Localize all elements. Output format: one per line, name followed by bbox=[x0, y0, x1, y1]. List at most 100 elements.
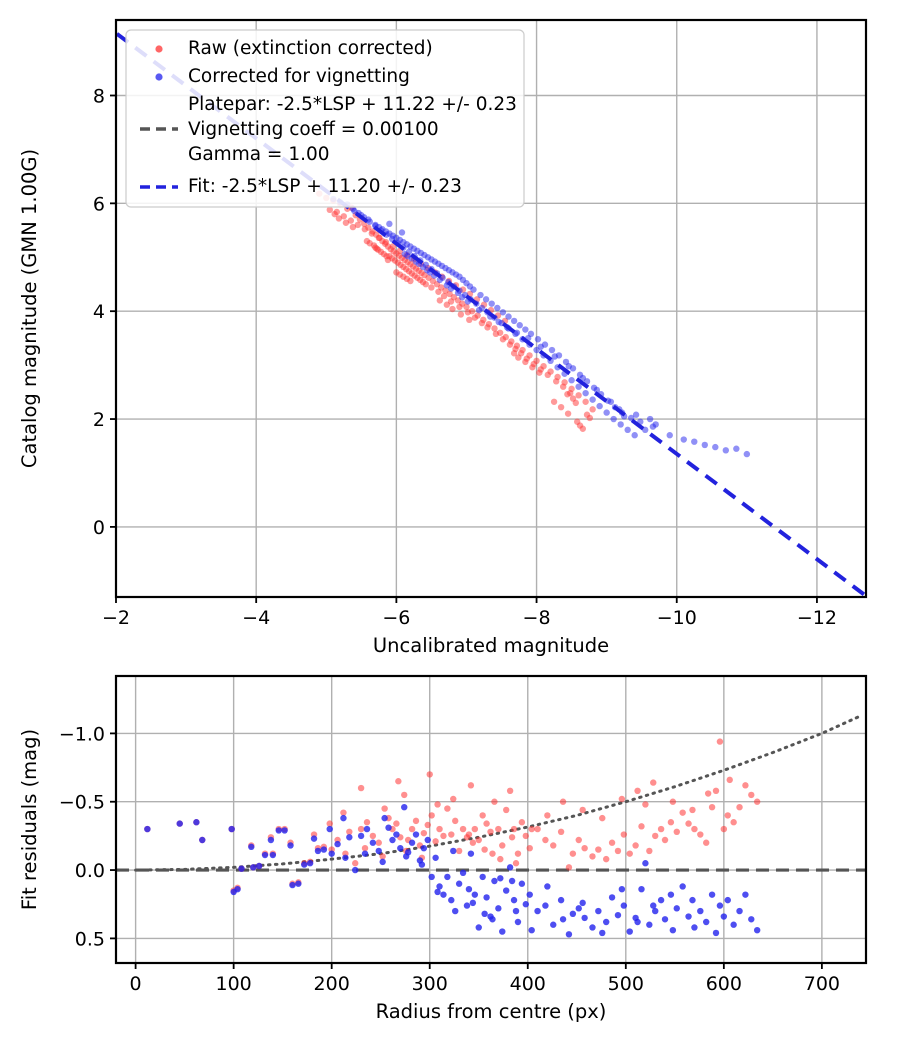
data-point bbox=[536, 369, 543, 376]
data-point bbox=[261, 851, 269, 859]
data-point bbox=[542, 836, 549, 844]
legend-entry-1[interactable]: Corrected for vignetting bbox=[155, 66, 410, 87]
data-point bbox=[712, 929, 720, 937]
data-point bbox=[632, 842, 639, 849]
data-point bbox=[582, 398, 589, 405]
data-point bbox=[326, 820, 333, 827]
data-point bbox=[544, 883, 551, 890]
legend-marker-scatter bbox=[155, 73, 163, 81]
data-point bbox=[320, 846, 328, 853]
legend-label: Vignetting coeff = 0.00100 bbox=[188, 119, 439, 140]
data-point bbox=[385, 824, 392, 831]
data-point bbox=[691, 825, 698, 833]
data-point bbox=[642, 426, 649, 434]
data-point bbox=[620, 831, 628, 838]
data-point bbox=[435, 288, 442, 295]
data-point bbox=[144, 825, 151, 833]
data-point bbox=[440, 891, 447, 898]
data-point bbox=[510, 825, 518, 833]
data-point bbox=[250, 864, 257, 871]
data-point bbox=[614, 911, 622, 919]
data-point bbox=[373, 245, 380, 252]
data-point bbox=[708, 891, 716, 898]
data-point bbox=[595, 846, 602, 853]
data-point bbox=[669, 927, 677, 934]
x-tick-label: 600 bbox=[706, 973, 742, 995]
y-axis-label: Fit residuals (mag) bbox=[18, 729, 41, 910]
data-point bbox=[581, 845, 588, 852]
data-point bbox=[673, 828, 680, 835]
data-point bbox=[295, 880, 302, 887]
data-point bbox=[389, 243, 397, 250]
data-point bbox=[393, 820, 400, 827]
data-point bbox=[314, 847, 322, 855]
data-point bbox=[733, 445, 740, 452]
data-point bbox=[569, 850, 577, 857]
data-point bbox=[620, 902, 628, 909]
data-point bbox=[352, 860, 359, 867]
x-tick-label: 200 bbox=[314, 973, 350, 995]
data-point bbox=[357, 825, 365, 833]
data-point bbox=[481, 910, 488, 917]
data-point bbox=[534, 825, 541, 833]
data-point bbox=[542, 902, 549, 909]
data-point bbox=[357, 784, 365, 792]
data-point bbox=[389, 836, 396, 844]
data-point bbox=[518, 819, 526, 826]
data-point bbox=[455, 847, 463, 855]
legend-marker-scatter bbox=[155, 45, 163, 53]
data-point bbox=[361, 850, 369, 857]
x-tick-label: −8 bbox=[523, 607, 551, 629]
data-point bbox=[685, 820, 692, 827]
data-point bbox=[603, 409, 610, 416]
data-point bbox=[614, 847, 622, 855]
data-point bbox=[491, 798, 498, 805]
data-point bbox=[680, 436, 687, 443]
data-point bbox=[326, 206, 333, 214]
data-point bbox=[552, 378, 560, 385]
legend-entry-3[interactable]: Fit: -2.5*LSP + 11.20 +/- 0.23 bbox=[140, 176, 462, 197]
data-point bbox=[512, 907, 520, 915]
data-point bbox=[575, 383, 582, 390]
legend-background bbox=[125, 29, 525, 208]
data-point bbox=[691, 924, 698, 931]
data-point bbox=[335, 215, 343, 222]
data-point bbox=[450, 795, 457, 803]
data-point bbox=[495, 825, 502, 833]
data-point bbox=[346, 834, 353, 841]
data-point bbox=[510, 350, 518, 357]
data-point bbox=[634, 787, 641, 794]
data-point bbox=[471, 891, 479, 898]
data-point bbox=[287, 842, 294, 849]
data-point bbox=[512, 860, 520, 867]
data-point bbox=[716, 902, 724, 909]
data-point bbox=[464, 309, 472, 316]
data-point bbox=[351, 207, 358, 215]
legend-label: Gamma = 1.00 bbox=[188, 144, 330, 165]
data-point bbox=[432, 854, 439, 861]
data-point bbox=[369, 839, 377, 846]
data-point bbox=[401, 804, 408, 811]
legend-entry-0[interactable]: Raw (extinction corrected) bbox=[155, 38, 433, 59]
data-point bbox=[269, 851, 277, 859]
data-point bbox=[331, 210, 338, 218]
data-point bbox=[434, 888, 441, 896]
data-point bbox=[310, 835, 318, 842]
legend-entry-2[interactable]: Platepar: -2.5*LSP + 11.22 +/- 0.23 Vigne… bbox=[140, 94, 517, 165]
data-point bbox=[398, 229, 406, 236]
data-point bbox=[467, 850, 475, 857]
data-point bbox=[281, 827, 288, 834]
y-tick-label: 0.5 bbox=[75, 928, 105, 950]
data-point bbox=[499, 928, 506, 935]
data-point bbox=[557, 828, 565, 835]
data-point bbox=[703, 839, 710, 846]
data-point bbox=[482, 296, 490, 303]
data-point bbox=[582, 389, 589, 397]
data-point bbox=[459, 293, 466, 301]
data-point bbox=[510, 317, 518, 325]
data-point bbox=[704, 790, 712, 797]
data-point bbox=[557, 403, 565, 411]
data-point bbox=[432, 838, 439, 845]
data-point bbox=[368, 230, 376, 237]
data-point bbox=[436, 276, 444, 284]
